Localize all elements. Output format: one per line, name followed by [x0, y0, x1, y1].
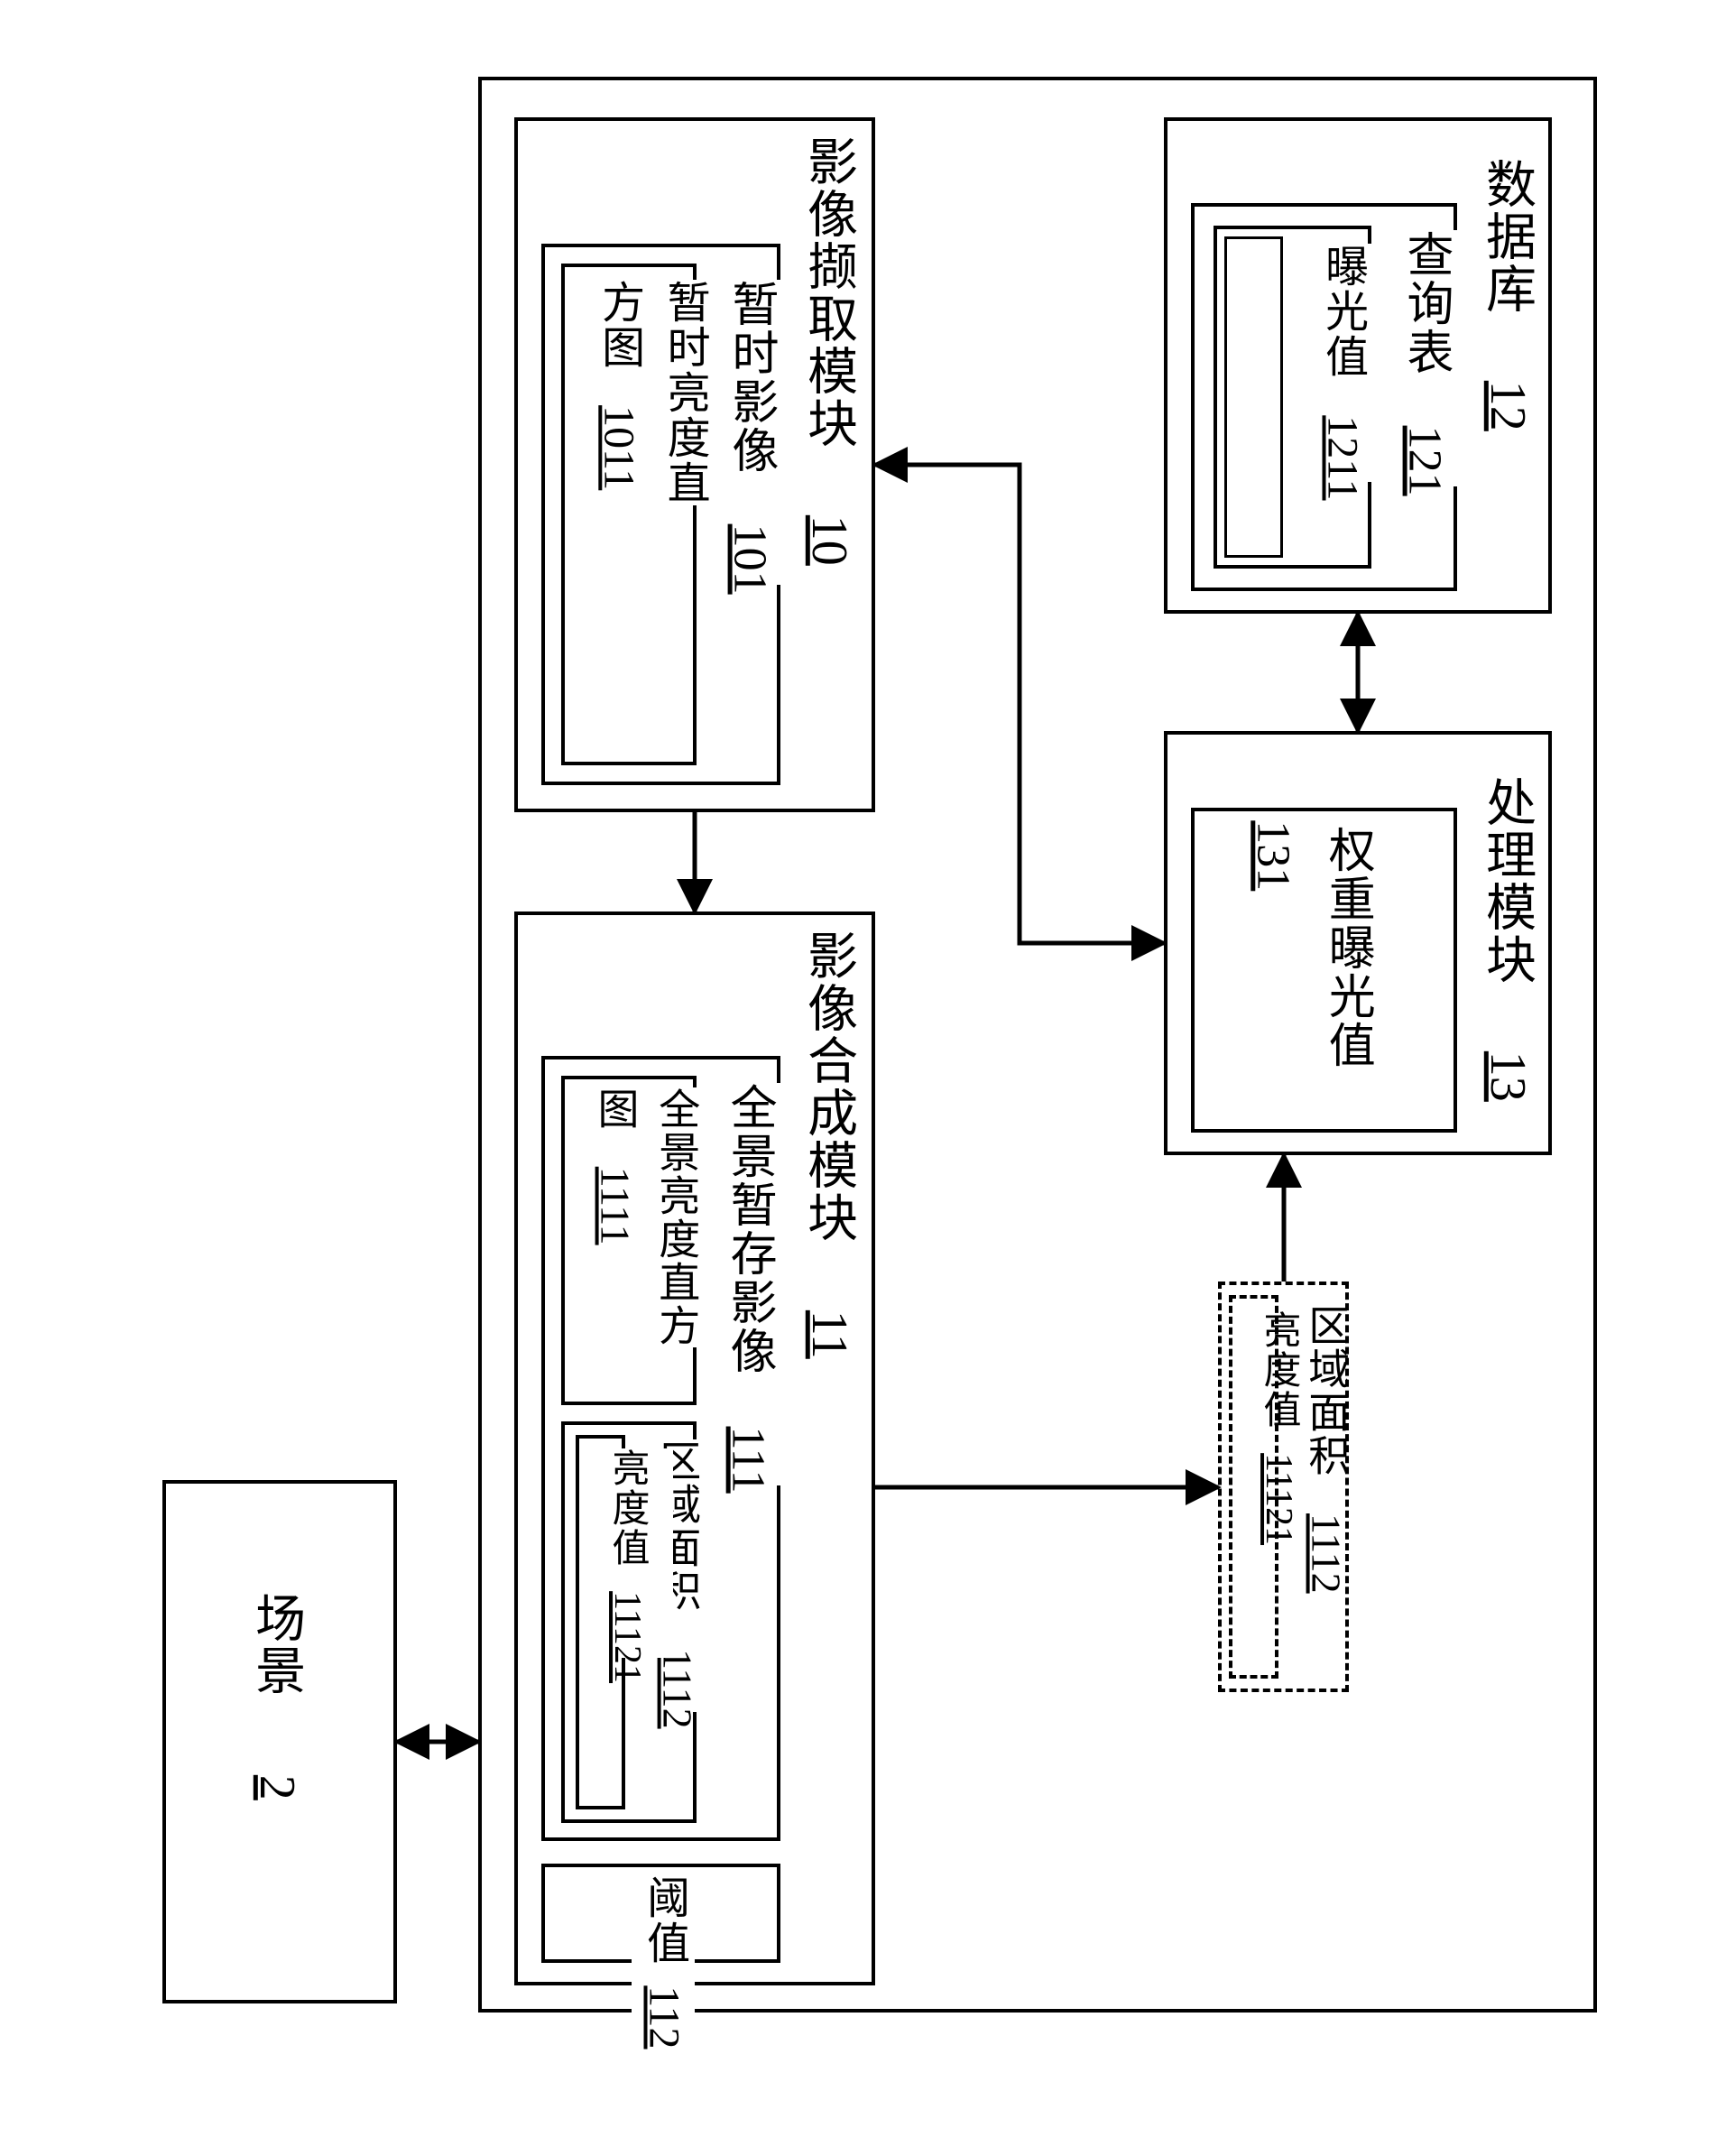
block-pano-temp-num: 111 [722, 1427, 773, 1494]
block-exposure-value-inner [1224, 236, 1283, 558]
block-synth-module-num: 11 [800, 1310, 856, 1359]
block-floating-brightness-text: 亮度值 [1258, 1310, 1299, 1430]
block-threshold-text: 阈值 [640, 1875, 688, 1966]
block-weighted-exposure-label: 权重曝光值 131 [1272, 826, 1370, 1069]
block-floating-brightness-num: 11121 [1258, 1453, 1299, 1545]
block-region-area-num: 1112 [654, 1649, 700, 1729]
block-temp-image-label: 暂时影像 101 [715, 280, 785, 585]
block-temp-histogram-label: 暂时亮度直方图 1011 [576, 280, 706, 505]
block-capture-module-text: 影像撷取模块 [800, 135, 856, 449]
block-lookup-table-label: 查询表 121 [1389, 230, 1460, 486]
block-weighted-exposure-text: 权重曝光值 [1321, 826, 1372, 1069]
block-processing-module-label: 处理模块 13 [1478, 776, 1534, 1105]
block-temp-image-text: 暂时影像 [724, 280, 776, 475]
diagram-canvas: 场景 2 影像撷取装置 1 影像撷取模块 10 暂时影像 101 暂时亮度直方图… [0, 0, 1735, 2156]
block-lookup-table-num: 121 [1398, 426, 1450, 496]
block-brightness-value-text: 亮度值 [606, 1448, 648, 1568]
block-lookup-table-text: 查询表 [1399, 230, 1451, 376]
block-scene: 场景 2 [162, 1480, 397, 2003]
block-scene-num: 2 [248, 1775, 304, 1800]
block-scene-text: 场景 [248, 1592, 304, 1697]
block-capture-module-label: 影像撷取模块 10 [799, 135, 855, 569]
block-synth-module-text: 影像合成模块 [800, 930, 856, 1244]
block-floating-brightness-label: 亮度值 11121 [1232, 1310, 1324, 1520]
block-pano-histogram-label: 全景亮度直方图 1111 [576, 1087, 697, 1347]
block-database-text: 数据库 [1479, 158, 1535, 315]
block-weighted-exposure-num: 131 [1248, 820, 1297, 891]
block-brightness-value-num: 11121 [606, 1591, 648, 1683]
block-database-num: 12 [1479, 381, 1535, 431]
block-database-label: 数据库 12 [1478, 158, 1534, 434]
block-exposure-value-num: 1211 [1318, 415, 1366, 500]
block-capture-module-num: 10 [800, 515, 856, 566]
block-threshold-label2: 阈值 112 [632, 1875, 695, 2041]
block-brightness-value-label: 亮度值 11121 [581, 1448, 673, 1658]
block-exposure-value-label: 曝光值 1211 [1299, 244, 1384, 482]
block-pano-temp-label: 全景暂存影像 111 [715, 1083, 781, 1485]
block-threshold-num: 112 [640, 1985, 688, 2049]
block-pano-histogram-num: 1111 [593, 1167, 636, 1245]
block-exposure-value-text: 曝光值 [1318, 244, 1366, 379]
block-processing-module-text: 处理模块 [1479, 776, 1535, 985]
block-processing-module-num: 13 [1479, 1051, 1535, 1102]
block-temp-image-num: 101 [724, 524, 775, 595]
block-floating-region-area-num: 1112 [1303, 1513, 1349, 1594]
block-pano-temp-text: 全景暂存影像 [723, 1083, 774, 1375]
block-temp-histogram-num: 1011 [595, 405, 641, 490]
block-synth-module-label: 影像合成模块 11 [799, 930, 855, 1363]
